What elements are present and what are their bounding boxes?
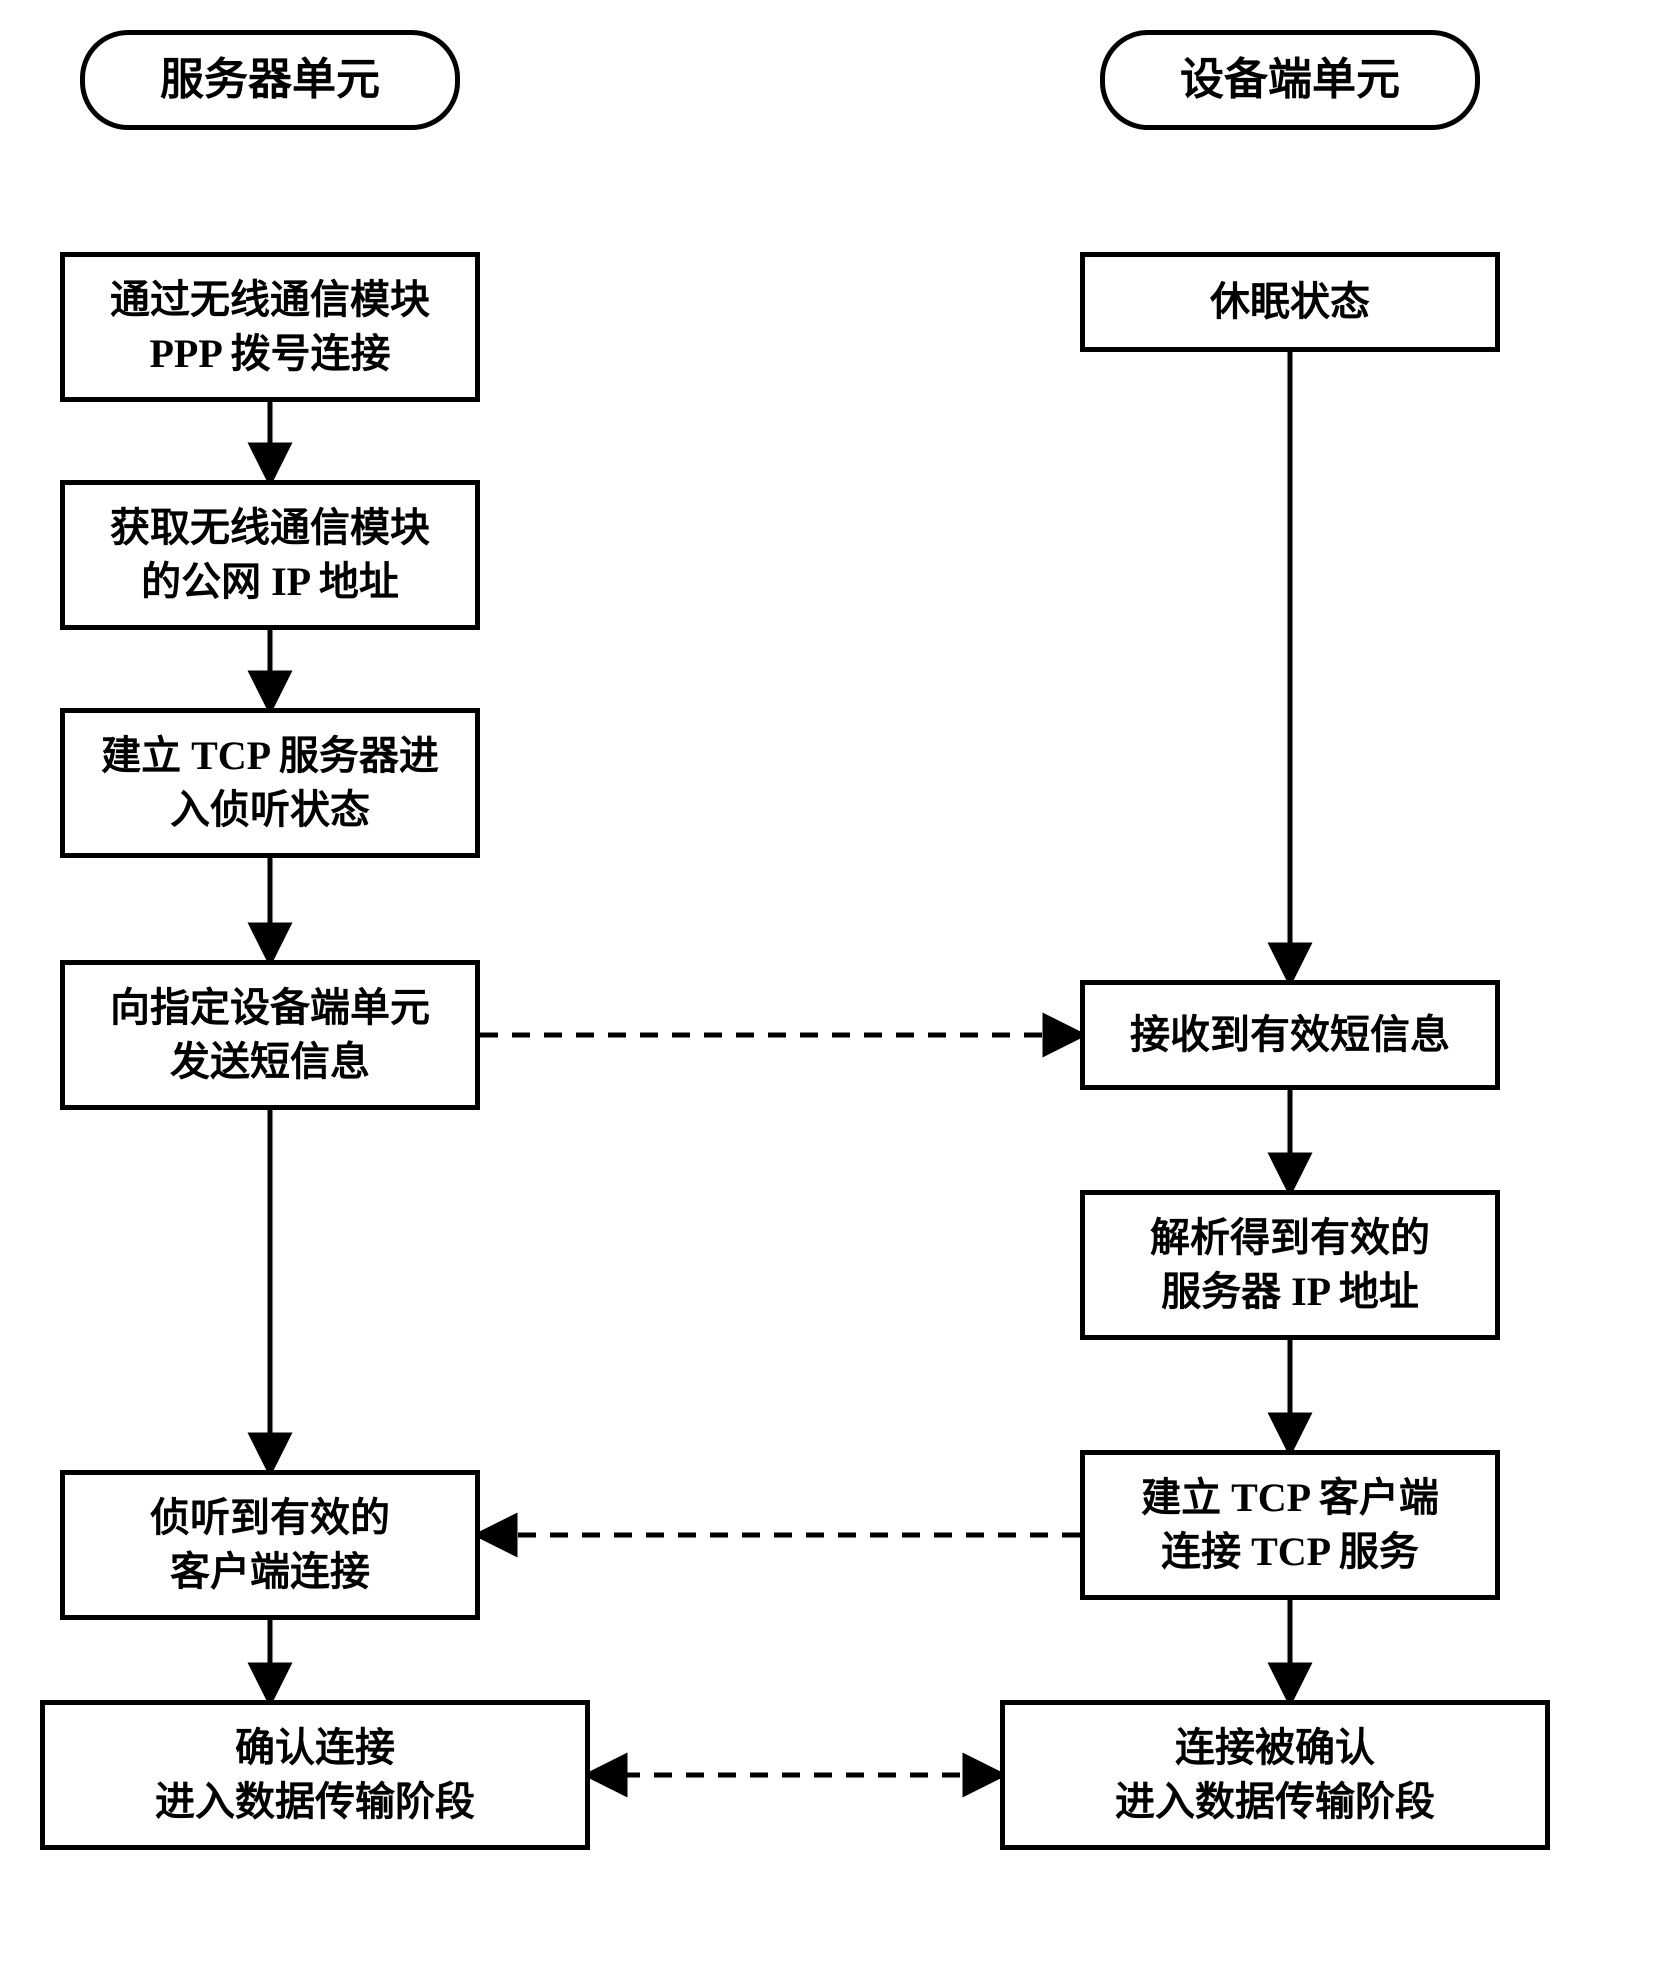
node-label: 建立 TCP 服务器进入侦听状态	[101, 729, 439, 837]
node-label: 建立 TCP 客户端连接 TCP 服务	[1141, 1471, 1439, 1579]
node-label: 侦听到有效的客户端连接	[150, 1491, 390, 1599]
node-s6: 确认连接进入数据传输阶段	[40, 1700, 590, 1850]
node-d3: 解析得到有效的服务器 IP 地址	[1080, 1190, 1500, 1340]
node-label: 休眠状态	[1210, 275, 1370, 329]
node-d1: 休眠状态	[1080, 252, 1500, 352]
node-s5: 侦听到有效的客户端连接	[60, 1470, 480, 1620]
node-header-device: 设备端单元	[1100, 30, 1480, 130]
node-label: 向指定设备端单元发送短信息	[110, 981, 430, 1089]
node-s3: 建立 TCP 服务器进入侦听状态	[60, 708, 480, 858]
node-s1: 通过无线通信模块PPP 拨号连接	[60, 252, 480, 402]
node-label: 通过无线通信模块PPP 拨号连接	[110, 273, 430, 381]
node-label: 接收到有效短信息	[1130, 1008, 1450, 1062]
node-label: 确认连接进入数据传输阶段	[155, 1721, 475, 1829]
node-label: 解析得到有效的服务器 IP 地址	[1150, 1211, 1430, 1319]
flowchart-canvas: 服务器单元 设备端单元通过无线通信模块PPP 拨号连接获取无线通信模块的公网 IP…	[0, 0, 1672, 1972]
node-s2: 获取无线通信模块的公网 IP 地址	[60, 480, 480, 630]
node-d2: 接收到有效短信息	[1080, 980, 1500, 1090]
node-label: 获取无线通信模块的公网 IP 地址	[110, 501, 430, 609]
node-s4: 向指定设备端单元发送短信息	[60, 960, 480, 1110]
node-label: 连接被确认进入数据传输阶段	[1115, 1721, 1435, 1829]
node-d5: 连接被确认进入数据传输阶段	[1000, 1700, 1550, 1850]
node-d4: 建立 TCP 客户端连接 TCP 服务	[1080, 1450, 1500, 1600]
node-label: 服务器单元	[160, 50, 380, 109]
node-header-server: 服务器单元	[80, 30, 460, 130]
node-label: 设备端单元	[1180, 50, 1400, 109]
